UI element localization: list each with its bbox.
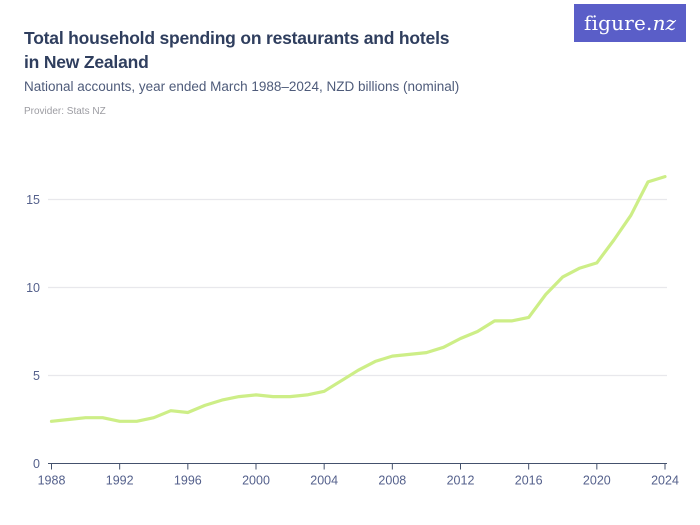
x-tick-label-1992: 1992 [106, 474, 134, 488]
x-tick-label-2020: 2020 [583, 474, 611, 488]
y-tick-label-15: 15 [26, 193, 40, 207]
x-tick-label-2012: 2012 [447, 474, 475, 488]
x-tick-label-2024: 2024 [651, 474, 679, 488]
figure-nz-logo[interactable]: figure. nz [574, 4, 686, 42]
chart-title-line2: in New Zealand [24, 52, 149, 72]
chart-title: Total household spending on restaurants … [24, 26, 554, 74]
x-tick-label-1996: 1996 [174, 474, 202, 488]
x-tick-label-1988: 1988 [38, 474, 66, 488]
logo-text-accent: nz [652, 11, 677, 35]
x-tick-label-2016: 2016 [515, 474, 543, 488]
y-tick-label-0: 0 [33, 457, 40, 471]
chart-subtitle: National accounts, year ended March 1988… [24, 79, 460, 94]
y-tick-label-5: 5 [33, 369, 40, 383]
x-tick-label-2008: 2008 [378, 474, 406, 488]
spending-line-series [49, 175, 667, 423]
provider-label: Provider: Stats NZ [24, 106, 106, 117]
y-tick-label-10: 10 [26, 281, 40, 295]
x-tick-label-2004: 2004 [310, 474, 338, 488]
chart-title-line1: Total household spending on restaurants … [24, 28, 450, 48]
x-tick-label-2000: 2000 [242, 474, 270, 488]
logo-text-main: figure. [583, 11, 653, 35]
